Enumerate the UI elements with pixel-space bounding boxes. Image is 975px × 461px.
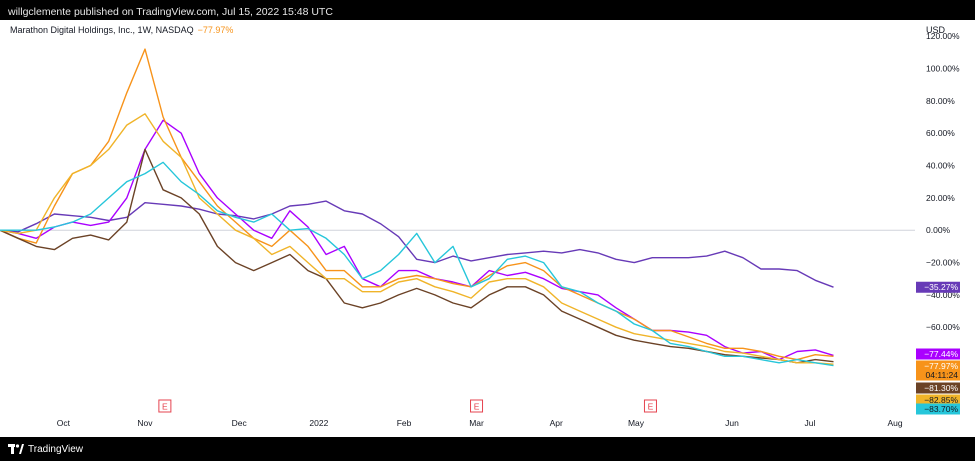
series-orange-value-label: −77.97% (924, 361, 958, 371)
series-gold-value-tag (916, 394, 960, 406)
series-brown-line (0, 148, 834, 364)
series-brown-value-label: −81.30% (924, 383, 958, 393)
series-brown-value-tag (916, 382, 960, 394)
x-tick-label: 2022 (309, 418, 328, 428)
series-magenta-value-label: −77.44% (924, 349, 958, 359)
y-tick-label: 120.00% (926, 31, 960, 41)
tradingview-logo[interactable]: TradingView (8, 442, 83, 456)
symbol-title: Marathon Digital Holdings, Inc., 1W, NAS… (10, 25, 194, 35)
earnings-marker-label: E (648, 402, 654, 412)
x-tick-label: Apr (550, 418, 563, 428)
symbol-legend[interactable]: Marathon Digital Holdings, Inc., 1W, NAS… (10, 25, 233, 35)
x-tick-label: Aug (888, 418, 903, 428)
publish-info: willgclemente published on TradingView.c… (8, 6, 333, 18)
series-gold-line (0, 113, 834, 365)
series-purple-dark-line (0, 200, 834, 288)
y-tick-label: −40.00% (926, 290, 960, 300)
series-magenta-line (0, 119, 834, 361)
series-purple-dark-value-label: −35.27% (924, 282, 958, 292)
x-tick-label: Jun (725, 418, 739, 428)
x-tick-label: Mar (469, 418, 484, 428)
countdown-label: 04:11:24 (926, 370, 959, 380)
series-purple-dark-value-tag (916, 281, 960, 293)
x-tick-label: Nov (137, 418, 153, 428)
currency-label[interactable]: USD (926, 25, 946, 35)
symbol-change: −77.97% (197, 25, 234, 35)
countdown-tag (916, 369, 960, 381)
earnings-marker (158, 399, 172, 413)
y-tick-label: 20.00% (926, 193, 955, 203)
x-tick-label: May (628, 418, 645, 428)
y-tick-label: −20.00% (926, 258, 960, 268)
earnings-marker-label: E (162, 402, 168, 412)
y-tick-label: 60.00% (926, 128, 955, 138)
plot-background (0, 20, 975, 437)
series-magenta-value-tag (916, 348, 960, 360)
y-tick-label: 100.00% (926, 64, 960, 74)
footer-bar: TradingView (0, 437, 975, 461)
chart-panel[interactable]: 120.00% 100.00% 80.00% 60.00% 40.00% 20.00% 0.… (0, 20, 975, 437)
series-orange-value-tag (916, 360, 960, 372)
y-tick-label: 0.00% (926, 225, 951, 235)
brand-label: TradingView (28, 443, 84, 455)
x-tick-label: Oct (57, 418, 71, 428)
series-cyan-line (0, 161, 834, 367)
earnings-marker (643, 399, 657, 413)
tradingview-logo-icon (8, 444, 24, 454)
y-tick-label: 40.00% (926, 161, 955, 171)
series-cyan-value-label: −83.70% (924, 404, 958, 414)
earnings-marker (470, 399, 484, 413)
earnings-marker-label: E (474, 402, 480, 412)
series-orange-line (0, 48, 834, 361)
x-tick-label: Jul (804, 418, 815, 428)
chart-canvas[interactable]: 120.00% 100.00% 80.00% 60.00% 40.00% 20.00% 0.… (0, 20, 975, 437)
series-cyan-value-tag (916, 403, 960, 415)
series-gold-value-label: −82.85% (924, 395, 958, 405)
y-tick-label: 80.00% (926, 96, 955, 106)
x-tick-label: Feb (397, 418, 412, 428)
x-tick-label: Dec (232, 418, 248, 428)
y-tick-label: −60.00% (926, 322, 960, 332)
